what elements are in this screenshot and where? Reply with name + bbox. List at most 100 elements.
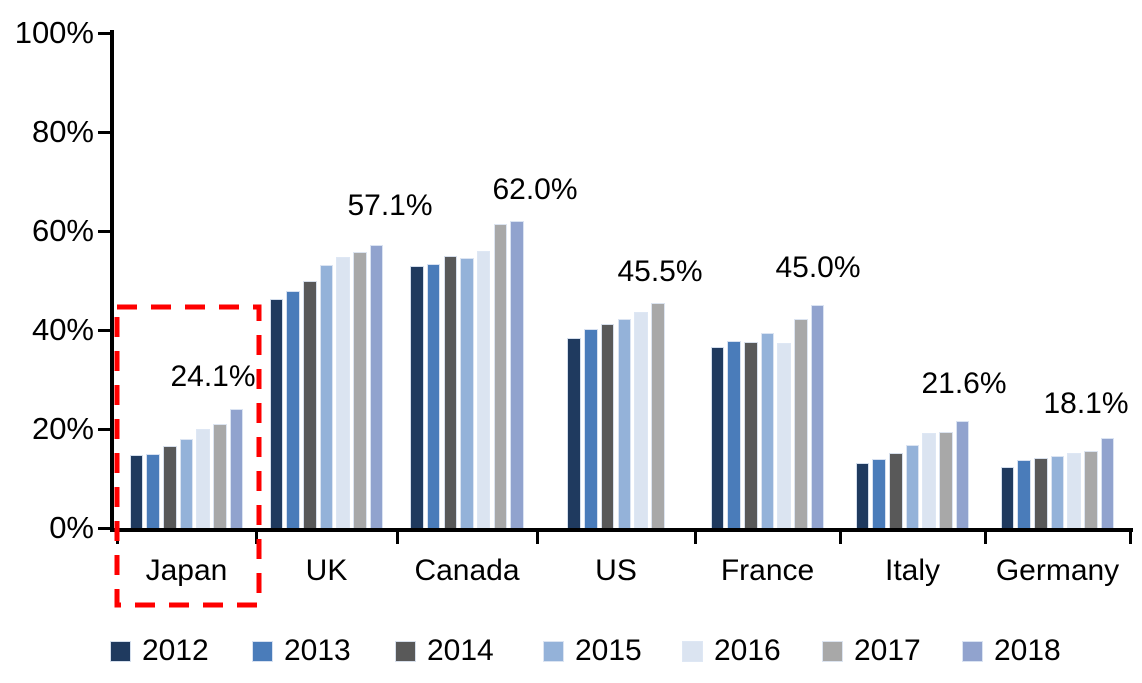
x-axis-tick (115, 528, 119, 544)
x-axis-category-label: Japan (145, 554, 228, 587)
x-axis-category-label: Canada (414, 554, 520, 587)
legend-item-2017: 2017 (822, 636, 921, 666)
legend-label: 2018 (994, 634, 1061, 667)
bar-canada-2013 (426, 263, 441, 528)
legend-label: 2013 (284, 634, 351, 667)
bar-canada-2018 (510, 221, 524, 528)
bar-france-2016 (777, 343, 791, 528)
y-axis-tick-label: 80% (31, 113, 94, 149)
bar-france-2015 (760, 333, 775, 528)
bar-japan-2015 (179, 438, 194, 528)
bar-italy-2015 (905, 445, 920, 528)
data-label: 24.1% (170, 360, 256, 393)
y-axis-tick-label: 20% (31, 410, 94, 446)
bar-germany-2015 (1050, 456, 1065, 528)
legend-item-2012: 2012 (110, 636, 209, 666)
bar-japan-2013 (146, 453, 160, 528)
legend-item-2018: 2018 (962, 636, 1061, 666)
legend-label: 2012 (142, 634, 209, 667)
y-axis-line (110, 30, 114, 532)
bar-canada-2017 (493, 223, 508, 528)
bar-uk-2013 (286, 291, 300, 528)
data-label: 18.1% (1043, 387, 1129, 420)
x-axis-tick (983, 528, 987, 544)
legend-item-2015: 2015 (543, 636, 642, 666)
legend-swatch (682, 640, 703, 662)
bar-canada-2016 (476, 250, 491, 528)
y-axis-tick-label: 100% (14, 14, 94, 50)
bar-canada-2014 (443, 256, 458, 528)
bar-italy-2014 (889, 453, 903, 528)
bar-uk-2017 (353, 251, 367, 528)
legend-swatch (543, 640, 564, 662)
legend-swatch (252, 640, 273, 662)
bar-us-2012 (567, 338, 582, 528)
legend-swatch (395, 640, 416, 662)
x-axis-tick (1128, 528, 1132, 544)
bar-germany-2018 (1100, 438, 1115, 528)
bar-uk-2018 (369, 245, 384, 528)
bar-france-2017 (794, 318, 808, 528)
bar-japan-2012 (129, 454, 144, 528)
bar-france-2013 (727, 341, 741, 528)
x-axis-category-label: US (595, 554, 637, 587)
legend-label: 2017 (854, 634, 921, 667)
bar-us-2016 (634, 311, 648, 528)
y-axis-tick-label: 40% (31, 311, 94, 347)
data-label: 21.6% (921, 367, 1007, 400)
bar-uk-2016 (336, 257, 350, 528)
bar-uk-2012 (269, 298, 284, 528)
legend-swatch (110, 640, 131, 662)
legend-item-2014: 2014 (395, 636, 494, 666)
legend-item-2013: 2013 (252, 636, 351, 666)
y-axis-tick-label: 0% (49, 509, 94, 545)
data-label: 62.0% (492, 173, 578, 206)
bar-italy-2012 (855, 462, 870, 528)
bar-italy-2017 (939, 432, 953, 528)
bar-germany-2014 (1034, 458, 1048, 528)
y-axis-tick (98, 526, 110, 530)
x-axis-tick (535, 528, 539, 544)
bar-germany-2012 (1000, 466, 1015, 528)
y-axis-tick-label: 60% (31, 212, 94, 248)
legend-item-2016: 2016 (682, 636, 781, 666)
y-axis-tick (98, 31, 110, 35)
y-axis-tick (98, 427, 110, 431)
bar-italy-2016 (922, 432, 936, 528)
x-axis-tick (395, 528, 399, 544)
bar-us-2017 (650, 302, 665, 528)
bar-uk-2014 (303, 281, 317, 528)
bar-germany-2013 (1017, 460, 1031, 528)
bar-france-2018 (810, 305, 825, 528)
legend-label: 2016 (714, 634, 781, 667)
x-axis-category-label: UK (305, 554, 348, 587)
bar-italy-2013 (872, 458, 886, 528)
data-label: 45.5% (617, 255, 703, 288)
bar-canada-2015 (460, 257, 474, 528)
bar-italy-2018 (955, 421, 970, 528)
x-axis-category-label: Germany (995, 554, 1120, 587)
y-axis-tick (98, 130, 110, 134)
bar-germany-2017 (1084, 450, 1098, 528)
x-axis-category-label: Italy (884, 554, 941, 587)
bar-uk-2015 (319, 264, 334, 528)
bar-france-2012 (710, 347, 725, 528)
x-axis-tick (254, 528, 258, 544)
legend-label: 2015 (575, 634, 642, 667)
y-axis-tick (98, 229, 110, 233)
bar-japan-2017 (213, 424, 227, 528)
y-axis-tick (98, 328, 110, 332)
x-axis-line (110, 528, 1133, 532)
bar-us-2015 (617, 318, 632, 528)
x-axis-category-label: France (720, 554, 815, 587)
data-label: 45.0% (775, 251, 861, 284)
bar-france-2014 (744, 341, 758, 528)
bar-japan-2018 (229, 408, 244, 528)
bar-germany-2016 (1067, 453, 1081, 528)
x-axis-tick (693, 528, 697, 544)
legend-swatch (822, 640, 843, 662)
bar-us-2014 (600, 323, 615, 528)
bar-us-2013 (584, 329, 598, 528)
bar-japan-2014 (163, 446, 177, 528)
